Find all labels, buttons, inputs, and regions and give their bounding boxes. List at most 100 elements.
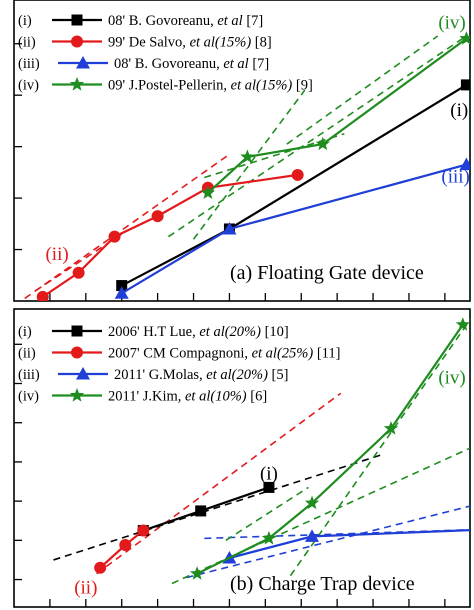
data-point-iii [222, 221, 237, 235]
series-label-iii: (iii) [441, 167, 470, 188]
data-point-ii [72, 266, 85, 279]
legend-text: 2006' H.T Lue, [108, 324, 199, 340]
data-point-iii [114, 286, 129, 299]
data-point-iii [459, 157, 470, 171]
legend-italic: et al [217, 13, 242, 29]
legend-ref: [6] [247, 389, 268, 405]
legend-entry-i: 2006' H.T Lue, et al(20%) [10] [108, 324, 289, 340]
legend-text: 99' De Salvo, [108, 35, 190, 51]
legend-italic: et al(15%) [190, 35, 252, 51]
data-point-ii [291, 168, 304, 181]
fit-line [53, 453, 385, 561]
legend-italic: et al(20%) [206, 367, 268, 383]
legend-marker-i [71, 14, 83, 26]
data-point-ii [94, 561, 107, 574]
fit-line [286, 35, 439, 145]
data-point-iv [200, 185, 216, 200]
fit-line [171, 447, 470, 585]
plot-area [53, 317, 470, 585]
legend-ref: [11] [313, 346, 340, 362]
data-point-i [195, 505, 207, 517]
legend-entry-i: 08' B. Govoreanu, et al [7] [108, 13, 263, 29]
series-label-i: (i) [260, 464, 278, 485]
legend-ref: [7] [249, 56, 270, 72]
panel-charge-trap: (i) (ii) (iii) (iv) (i) 2006' H.T Lue, et al(… [13, 308, 471, 608]
data-point-i [116, 280, 128, 292]
data-point-ii [108, 230, 121, 243]
fit-line [289, 318, 470, 577]
legend-prefix: (ii) [18, 35, 36, 51]
legend-text: 08' B. Govoreanu, [108, 13, 217, 29]
legend-prefix: (ii) [18, 346, 36, 362]
legend-marker-iii [76, 367, 90, 380]
series-label-iv: (iv) [438, 368, 465, 389]
data-point-iv [383, 421, 399, 435]
data-point-iv [240, 149, 255, 163]
legend-entry-iv: 09' J.Postel-Pellerin, et al(15%) [9] [108, 78, 313, 94]
series-line-ii [42, 173, 298, 298]
data-point-ii [119, 539, 132, 552]
legend-entry-ii: 99' De Salvo, et al(15%) [8] [108, 35, 272, 51]
legend-prefix: (i) [18, 13, 32, 29]
legend-marker-iv [69, 388, 85, 402]
legend-text: 09' J.Postel-Pellerin, [108, 78, 231, 94]
legend-italic: et al(25%) [252, 346, 314, 362]
legend-italic: et al(20%) [199, 324, 261, 340]
data-point-iv [459, 31, 470, 45]
legend-marker-i [71, 325, 83, 337]
legend-entry-ii: 2007' CM Compagnoni, et al(25%) [11] [108, 346, 340, 362]
plot-area [24, 31, 470, 301]
legend-entry-iii: 2011' G.Molas, et al(20%) [5] [114, 367, 288, 383]
series-label-iv: (iv) [438, 12, 465, 33]
fit-line [186, 505, 470, 579]
legend-text: 2007' CM Compagnoni, [108, 346, 252, 362]
plot-frame [13, 0, 471, 302]
fit-line [96, 392, 342, 575]
fit-line [204, 133, 345, 179]
legend-ref: [10] [261, 324, 289, 340]
panel-title: (a) Floating Gate device [230, 262, 424, 284]
legend-italic: et al(10%) [185, 389, 247, 405]
legend-entry-iii: 08' B. Govoreanu, et al [7] [114, 56, 269, 72]
series-label-i: (i) [450, 100, 468, 121]
data-point-iv [455, 317, 470, 331]
legend-prefix: (iv) [18, 389, 39, 405]
legend-text: 2011' J.Kim, [108, 389, 185, 405]
legend-prefix: (i) [18, 324, 32, 340]
panel-title: (b) Charge Trap device [230, 573, 415, 595]
data-point-iv [315, 136, 330, 151]
legend-italic: et al(15%) [231, 78, 293, 94]
series-line-i [121, 83, 467, 287]
series-label-ii: (ii) [45, 244, 68, 265]
data-point-iv [261, 530, 277, 545]
legend-ref: [5] [268, 367, 289, 383]
plot-frame [13, 308, 471, 608]
data-point-ii [137, 524, 150, 537]
data-point-iv [304, 495, 320, 510]
legend-text: 2011' G.Molas, [114, 367, 206, 383]
legend-marker-ii [71, 346, 83, 359]
legend: (i) 08' B. Govoreanu, et al [7] (ii) 99' De… [18, 13, 313, 94]
series-line-iv [207, 37, 468, 194]
legend-prefix: (iii) [18, 56, 40, 72]
fit-line [225, 486, 309, 542]
fit-line [24, 153, 230, 300]
legend-ref: [8] [251, 35, 272, 51]
data-point-ii [36, 290, 49, 301]
legend-prefix: (iii) [18, 367, 40, 383]
legend-ref: [9] [292, 78, 313, 94]
series-label-ii: (ii) [74, 577, 97, 598]
panel-floating-gate: (i) (ii) (iii) (iv) (i) 08' B. Govoreanu, et … [13, 0, 471, 302]
legend-entry-iv: 2011' J.Kim, et al(10%) [6] [108, 389, 267, 405]
data-point-iv [189, 566, 205, 580]
legend: (i) 2006' H.T Lue, et al(20%) [10] (ii) 200… [18, 324, 340, 405]
data-point-i [460, 79, 470, 91]
data-point-ii [151, 210, 164, 223]
legend-italic: et al [223, 56, 248, 72]
legend-ref: [7] [243, 13, 264, 29]
legend-text: 08' B. Govoreanu, [114, 56, 223, 72]
data-point-iii [305, 529, 320, 542]
data-point-i [263, 481, 275, 493]
legend-marker-iii [76, 56, 90, 69]
